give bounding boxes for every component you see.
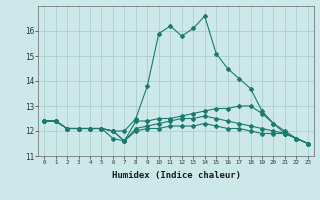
X-axis label: Humidex (Indice chaleur): Humidex (Indice chaleur): [111, 171, 241, 180]
